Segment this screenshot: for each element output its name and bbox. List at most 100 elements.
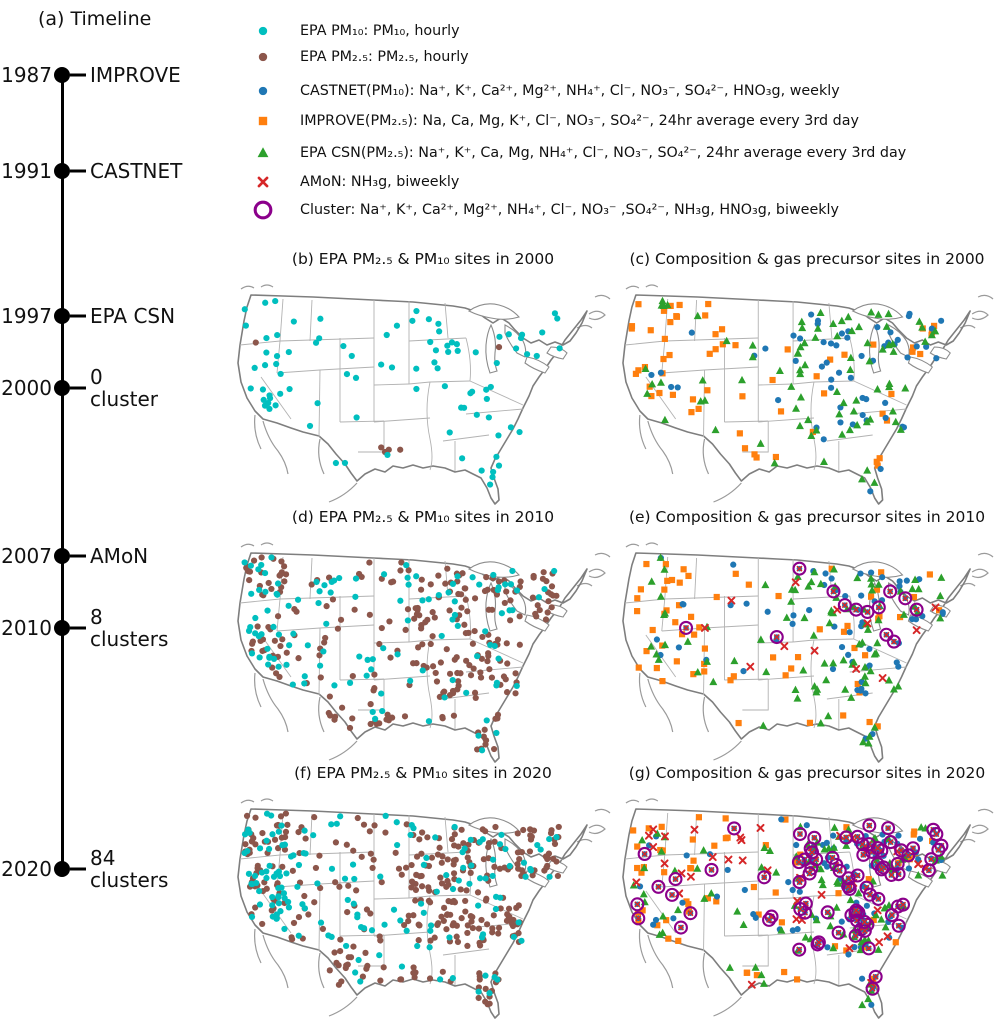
triangle-marker — [839, 655, 848, 664]
cluster-marker — [868, 969, 883, 984]
dot-marker — [246, 829, 253, 836]
dot-marker — [263, 868, 270, 875]
square-marker — [724, 834, 731, 841]
dot-marker — [320, 648, 327, 655]
dot-marker — [274, 591, 281, 598]
triangle-marker — [660, 415, 669, 424]
dot-marker — [295, 913, 303, 921]
state-border — [442, 434, 490, 442]
square-marker — [653, 664, 660, 672]
series-dot — [243, 554, 560, 753]
dot-marker — [289, 681, 296, 688]
dot-marker — [364, 962, 371, 969]
dot-marker — [476, 875, 484, 882]
dot-marker — [301, 673, 308, 680]
square-marker — [719, 341, 726, 348]
triangle-marker — [858, 475, 866, 483]
dot-marker — [311, 899, 318, 906]
dot-marker — [428, 854, 436, 861]
dot-marker — [480, 733, 487, 740]
dot-marker — [743, 600, 750, 607]
dot-marker — [502, 676, 509, 683]
dot-marker — [814, 317, 822, 324]
foreign-coastline — [588, 824, 606, 835]
dot-marker — [503, 689, 511, 696]
dot-marker — [277, 642, 284, 650]
x-marker — [746, 662, 755, 671]
dot-marker — [384, 451, 391, 459]
panel-g-title: (g) Composition & gas precursor sites in… — [628, 764, 986, 782]
square-marker — [656, 389, 663, 397]
dot-marker — [246, 577, 253, 584]
dot-marker — [495, 578, 503, 585]
dot-marker — [380, 571, 388, 578]
great-lake — [929, 346, 951, 360]
state-border — [828, 302, 833, 339]
triangle-marker — [877, 915, 886, 923]
dot-marker — [273, 360, 280, 368]
dot-marker — [398, 871, 405, 878]
dot-marker — [448, 339, 456, 346]
legend-item-dot: EPA PM₂.₅: PM₂.₅, hourly — [252, 46, 469, 68]
dot-marker — [518, 867, 526, 874]
dot-marker — [789, 620, 796, 627]
panel-e-title: (e) Composition & gas precursor sites in… — [628, 508, 986, 526]
dot-marker — [475, 925, 483, 932]
dot-marker — [382, 829, 389, 836]
dot-marker — [443, 646, 450, 653]
dot-marker — [455, 843, 462, 850]
state-border — [465, 666, 524, 673]
triangle-marker — [852, 396, 861, 404]
state-border — [279, 298, 284, 342]
dot-marker — [369, 864, 376, 872]
dot-marker — [496, 841, 504, 848]
cluster-marker — [898, 591, 913, 606]
state-border — [373, 675, 431, 681]
triangle-marker — [866, 666, 875, 675]
square-marker — [648, 392, 655, 400]
triangle-marker — [861, 663, 869, 671]
dot-marker — [551, 567, 558, 575]
triangle-marker — [640, 863, 649, 872]
triangle-marker — [772, 868, 781, 876]
dot-marker — [255, 566, 262, 573]
triangle-marker — [867, 580, 876, 588]
dot-marker — [424, 834, 431, 841]
dot-marker — [894, 336, 901, 343]
dot-marker — [444, 856, 451, 863]
dot-marker — [316, 652, 323, 659]
dot-marker — [431, 614, 438, 621]
dot-marker — [652, 916, 660, 924]
foreign-coastline — [240, 285, 255, 290]
timeline-node-tick — [70, 169, 86, 173]
triangle-marker — [896, 425, 905, 433]
dot-marker — [476, 838, 483, 846]
triangle-marker — [874, 945, 883, 953]
dot-marker — [818, 363, 825, 370]
dot-marker — [457, 886, 464, 893]
dot-marker — [550, 855, 557, 862]
state-border — [724, 934, 769, 937]
dot-marker — [838, 643, 846, 651]
triangle-marker — [730, 656, 739, 665]
dot-marker — [398, 559, 405, 566]
triangle-marker — [647, 642, 656, 650]
dot-marker — [483, 395, 490, 403]
legend-item-open-circle: Cluster: Na⁺, K⁺, Ca²⁺, Mg²⁺, NH₄⁺, Cl⁻,… — [252, 199, 839, 221]
dot-marker — [259, 830, 266, 837]
triangle-marker — [798, 323, 807, 332]
dot-marker — [778, 816, 785, 823]
triangle-marker — [655, 930, 664, 938]
triangle-marker — [834, 879, 843, 887]
square-marker — [634, 608, 641, 615]
dot-marker — [405, 581, 412, 588]
dot-marker — [448, 836, 456, 843]
square-marker — [741, 445, 749, 452]
dot-marker — [868, 569, 875, 576]
dot-marker — [494, 711, 502, 718]
triangle-marker — [797, 317, 806, 326]
x-marker — [810, 646, 819, 655]
dot-marker — [482, 828, 489, 835]
dot-marker — [527, 865, 534, 873]
square-marker — [870, 916, 877, 923]
